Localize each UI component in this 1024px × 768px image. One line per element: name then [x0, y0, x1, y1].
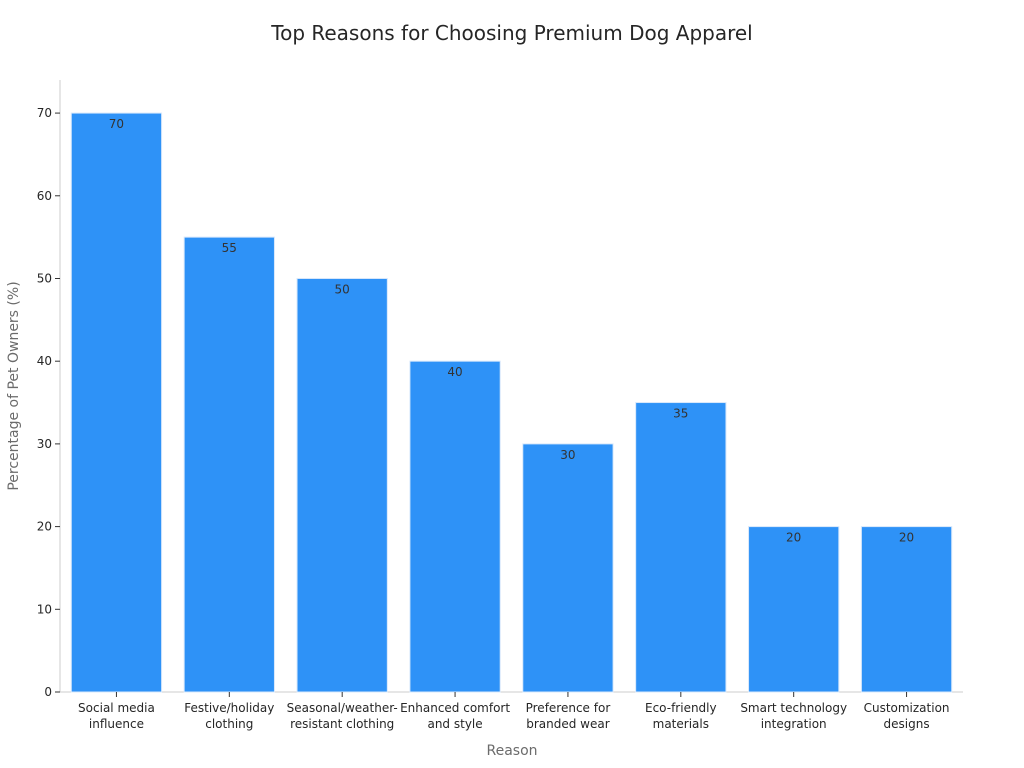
bar: [70, 112, 163, 693]
plot-area: 0 10 20 30 40 50 60 70 70 Social media influence 55…: [37, 80, 963, 731]
bar-value-label: 35: [673, 407, 688, 421]
x-tick-label: and style: [427, 717, 482, 731]
y-axis-label: Percentage of Pet Owners (%): [6, 281, 22, 490]
x-tick-label: branded wear: [526, 717, 609, 731]
x-axis-label: Reason: [486, 743, 537, 759]
bar: [860, 526, 953, 693]
bar-value-label: 20: [786, 531, 801, 545]
bar-value-label: 20: [899, 531, 914, 545]
x-tick-label: influence: [89, 717, 144, 731]
x-tick-label: resistant clothing: [290, 717, 394, 731]
x-tick-label: Preference for: [526, 701, 611, 715]
bar: [296, 277, 388, 693]
y-tick-label: 40: [37, 354, 52, 368]
x-tick-label: clothing: [205, 717, 253, 731]
y-tick-label: 20: [37, 520, 52, 534]
bar-value-label: 70: [109, 117, 124, 131]
bar: [522, 443, 614, 693]
x-tick-label: Enhanced comfort: [400, 701, 510, 715]
y-tick-label: 10: [37, 602, 52, 616]
bar: [635, 402, 727, 693]
x-tick-label: Seasonal/weather-: [287, 701, 398, 715]
x-tick-label: Eco-friendly: [645, 701, 717, 715]
x-tick-label: Smart technology: [740, 701, 847, 715]
y-tick-label: 70: [37, 106, 52, 120]
y-tick-label: 0: [44, 685, 52, 699]
chart-title: Top Reasons for Choosing Premium Dog App…: [270, 21, 752, 45]
bar-value-label: 55: [222, 241, 237, 255]
x-tick-label: Customization: [864, 701, 950, 715]
x-tick-label: Social media: [78, 701, 155, 715]
bar-value-label: 50: [335, 282, 350, 296]
bar-value-label: 30: [560, 448, 575, 462]
y-tick-label: 50: [37, 271, 52, 285]
bar: [409, 360, 501, 693]
bar-value-label: 40: [447, 365, 462, 379]
y-tick-label: 30: [37, 437, 52, 451]
x-tick-label: materials: [653, 717, 709, 731]
x-tick-label: integration: [761, 717, 827, 731]
bar: [183, 236, 275, 693]
x-tick-label: designs: [884, 717, 930, 731]
bar: [748, 526, 840, 693]
x-tick-label: Festive/holiday: [184, 701, 274, 715]
y-tick-label: 60: [37, 189, 52, 203]
